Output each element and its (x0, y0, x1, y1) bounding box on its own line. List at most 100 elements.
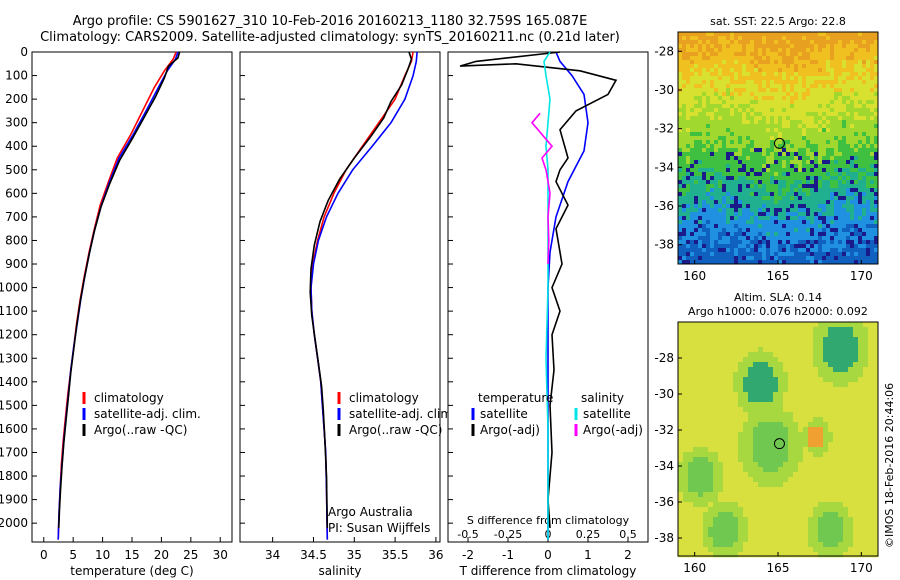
map-pixel (848, 487, 854, 493)
map-pixel (682, 84, 687, 89)
y-tick-label: 1200 (0, 328, 28, 342)
map-pixel (798, 482, 804, 488)
map-pixel (798, 204, 803, 209)
map-pixel (763, 452, 769, 458)
map-pixel (734, 192, 739, 197)
map-pixel (833, 427, 839, 433)
map-pixel (790, 224, 795, 229)
map-pixel (678, 56, 683, 61)
map-pixel (762, 168, 767, 173)
map-pixel (710, 88, 715, 93)
map-pixel (698, 537, 704, 543)
map-pixel (803, 417, 809, 423)
map-pixel (833, 332, 839, 338)
map-pixel (826, 96, 831, 101)
map-pixel (754, 184, 759, 189)
map-pixel (786, 156, 791, 161)
map-pixel (782, 160, 787, 165)
map-pixel (778, 96, 783, 101)
map-pixel (714, 112, 719, 117)
map-pixel (846, 248, 851, 253)
map-pixel (746, 244, 751, 249)
map-pixel (822, 196, 827, 201)
map-pixel (842, 148, 847, 153)
map-pixel (822, 88, 827, 93)
map-pixel (854, 44, 859, 49)
map-pixel (858, 472, 864, 478)
map-pixel (733, 322, 739, 328)
map-pixel (793, 537, 799, 543)
map-pixel (786, 216, 791, 221)
map-pixel (714, 60, 719, 65)
map-pixel (798, 44, 803, 49)
map-pixel (766, 240, 771, 245)
map-pixel (678, 467, 684, 473)
map-pixel (714, 128, 719, 133)
map-pixel (814, 120, 819, 125)
map-pixel (698, 104, 703, 109)
map-pixel (874, 172, 879, 177)
map-pixel (758, 367, 764, 373)
map-pixel (754, 124, 759, 129)
map-pixel (753, 452, 759, 458)
map-pixel (728, 482, 734, 488)
map-pixel (834, 192, 839, 197)
map-pixel (733, 537, 739, 543)
map-pixel (863, 552, 869, 558)
map-pixel (706, 192, 711, 197)
map-pixel (778, 482, 784, 488)
map-pixel (768, 362, 774, 368)
map-pixel (843, 477, 849, 483)
map-pixel (842, 156, 847, 161)
map-pixel (803, 552, 809, 558)
map-pixel (714, 208, 719, 213)
map-pixel (838, 462, 844, 468)
map-pixel (738, 188, 743, 193)
map-pixel (843, 497, 849, 503)
map-pixel (818, 497, 824, 503)
map-pixel (708, 322, 714, 328)
map-pixel (793, 457, 799, 463)
map-pixel (830, 164, 835, 169)
map-pixel (838, 497, 844, 503)
map-pixel (754, 56, 759, 61)
map-pixel (686, 152, 691, 157)
map-pixel (773, 417, 779, 423)
map-pixel (854, 48, 859, 53)
map-pixel (863, 407, 869, 413)
map-pixel (743, 487, 749, 493)
map-pixel (693, 452, 699, 458)
map-pixel (698, 36, 703, 41)
map-pixel (762, 48, 767, 53)
map-pixel (748, 407, 754, 413)
map-pixel (706, 92, 711, 97)
map-pixel (808, 532, 814, 538)
map-pixel (742, 156, 747, 161)
map-pixel (753, 417, 759, 423)
map-pixel (698, 188, 703, 193)
map-pixel (822, 156, 827, 161)
map-pixel (833, 407, 839, 413)
map-pixel (766, 156, 771, 161)
map-pixel (798, 407, 804, 413)
map-pixel (873, 467, 879, 473)
map-pixel (848, 502, 854, 508)
map-pixel (782, 236, 787, 241)
map-pixel (838, 76, 843, 81)
map-pixel (810, 44, 815, 49)
map-pixel (748, 467, 754, 473)
map-pixel (866, 144, 871, 149)
map-pixel (710, 140, 715, 145)
map-pixel (803, 522, 809, 528)
map-pixel (750, 112, 755, 117)
map-pixel (706, 88, 711, 93)
map-pixel (694, 76, 699, 81)
map-pixel (750, 196, 755, 201)
map-pixel (718, 140, 723, 145)
map-pixel (790, 68, 795, 73)
map-pixel (730, 212, 735, 217)
map-pixel (788, 532, 794, 538)
map-pixel (850, 164, 855, 169)
map-pixel (730, 100, 735, 105)
map-pixel (834, 44, 839, 49)
